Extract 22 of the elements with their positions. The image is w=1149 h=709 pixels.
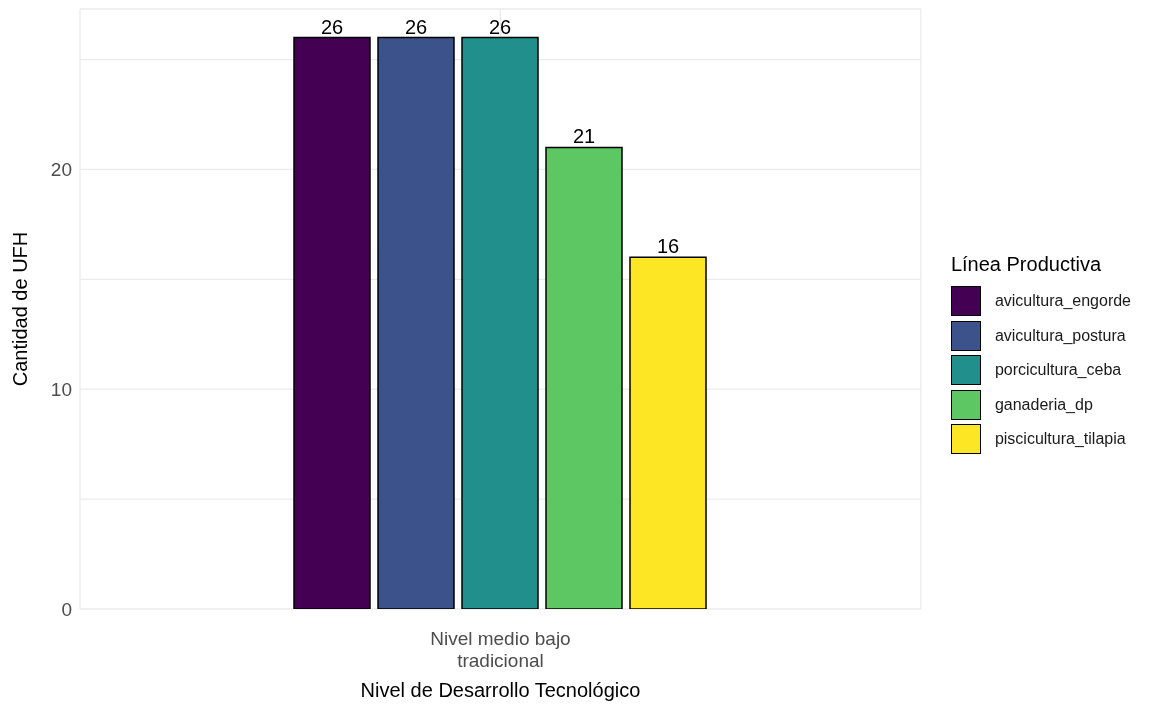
legend-label: porcicultura_ceba: [994, 361, 1122, 379]
data-label: 16: [656, 235, 680, 258]
bar: [629, 256, 707, 609]
legend-label: ganaderia_dp: [994, 395, 1093, 414]
x-tick-label: Nivel medio bajo tradicional: [430, 628, 571, 671]
bar: [293, 36, 371, 609]
y-tick-label: 0: [61, 598, 72, 620]
bar: [545, 146, 623, 609]
legend-title: Línea Productiva: [950, 252, 1102, 276]
data-label: 26: [404, 15, 428, 38]
legend-label: avicultura_engorde: [994, 292, 1131, 310]
bar: [461, 36, 539, 609]
data-label: 26: [488, 15, 512, 38]
legend-label: avicultura_postura: [994, 326, 1126, 345]
y-tick-label: 20: [50, 159, 72, 181]
data-label: 21: [572, 125, 596, 148]
bar: [377, 36, 455, 609]
y-axis-title: Cantidad de UFH: [9, 231, 32, 387]
y-tick-label: 10: [50, 378, 72, 400]
x-axis-title: Nivel de Desarrollo Tecnológico: [360, 679, 641, 701]
data-label: 26: [320, 15, 344, 38]
legend-label: piscicultura_tilapia: [994, 430, 1126, 448]
